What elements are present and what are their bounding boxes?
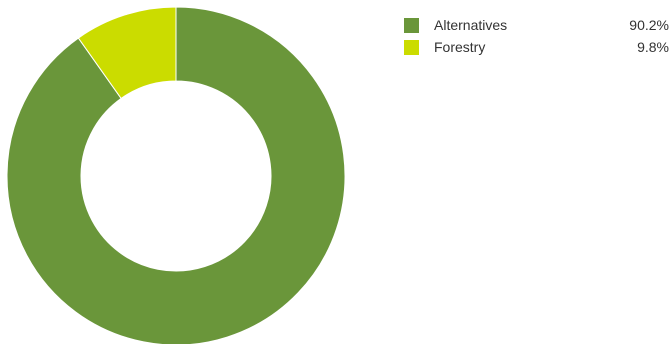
legend-label-forestry: Forestry (434, 39, 486, 55)
legend-value-forestry: 9.8% (637, 39, 669, 55)
donut-slice-alternatives[interactable] (6, 6, 346, 344)
legend-label-alternatives: Alternatives (434, 17, 508, 33)
legend-item-forestry[interactable]: Forestry 9.8% (404, 36, 669, 58)
legend-swatch-forestry (404, 40, 419, 55)
legend-swatch-alternatives (404, 18, 419, 33)
donut-slice-forestry[interactable] (77, 6, 177, 100)
legend: Alternatives 90.2% Forestry 9.8% (404, 14, 669, 58)
donut-chart (6, 6, 346, 344)
legend-item-alternatives[interactable]: Alternatives 90.2% (404, 14, 669, 36)
legend-value-alternatives: 90.2% (629, 17, 669, 33)
